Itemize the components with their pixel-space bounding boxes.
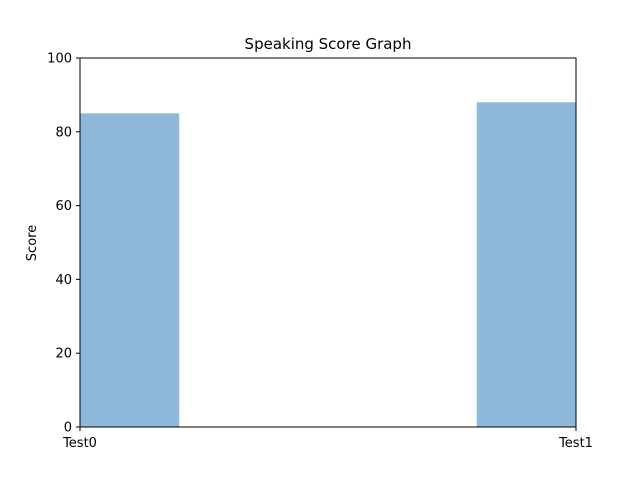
y-tick-label: 100 (47, 52, 72, 67)
y-tick-label: 60 (55, 199, 72, 214)
y-tick-label: 0 (64, 421, 72, 436)
x-tick-label-test0: Test0 (62, 436, 97, 451)
plot-area-frame (79, 57, 577, 428)
y-tick-label: 80 (55, 125, 72, 140)
chart-title: Speaking Score Graph (245, 35, 412, 53)
bar-test0 (80, 113, 180, 427)
ticks-layer: 0 20 40 60 80 100 Test0 Test1 (47, 52, 593, 452)
y-tick-label: 20 (55, 347, 72, 362)
bars-layer (80, 102, 576, 427)
bar-test1 (476, 102, 576, 427)
x-tick-label-test1: Test1 (558, 436, 593, 451)
y-axis-label: Score (25, 225, 40, 261)
y-tick-label: 40 (55, 273, 72, 288)
